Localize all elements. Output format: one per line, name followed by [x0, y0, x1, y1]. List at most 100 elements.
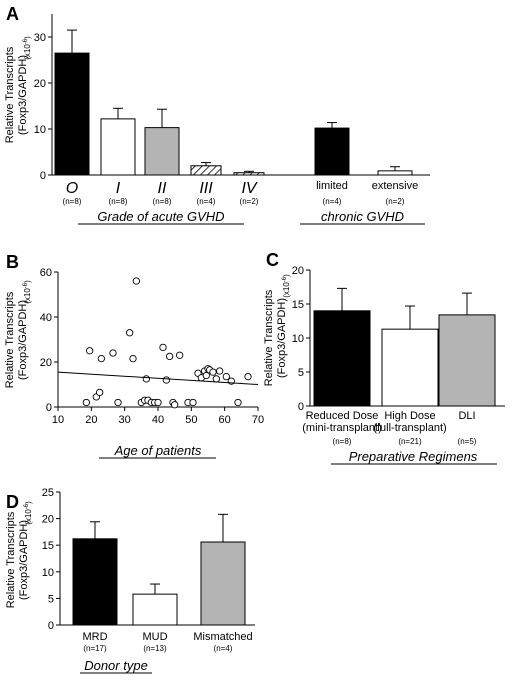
d-y-unit-label: (x10-6)	[24, 501, 33, 525]
b-y-unit-label: (x10-6)	[23, 280, 32, 304]
b-x-tick-label: 70	[252, 414, 264, 426]
b-scatter-point	[126, 329, 134, 337]
b-scatter-point	[222, 372, 230, 381]
a-category-label: I	[116, 180, 121, 197]
d-y-tick-label: 20	[42, 514, 54, 526]
d-y-axis-label: Relative Transcripts(Foxp3/GAPDH)	[5, 511, 30, 608]
b-scatter-point	[234, 398, 242, 407]
d-y-tick-label: 25	[42, 487, 54, 499]
b-scatter-point	[189, 398, 197, 407]
a-sample-size-label: (n=4)	[197, 197, 216, 206]
c-bar	[313, 310, 371, 407]
panel-c-chart: 0 5 10 15 20 Relative Transcripts(Foxp3/GAPDH…	[263, 265, 505, 465]
panel-label-b: B	[6, 252, 19, 272]
b-scatter-point	[209, 368, 217, 376]
a-category-label: III	[199, 180, 213, 197]
d-sample-size-label: (n=4)	[214, 644, 233, 653]
d-y-tick-label: 0	[48, 620, 54, 632]
panel-label-c: C	[266, 250, 279, 270]
a-y-tick-label: 10	[34, 124, 46, 136]
b-scatter-point	[96, 388, 104, 397]
b-scatter-point	[154, 398, 162, 407]
c-sample-size-label: (n=5)	[458, 437, 477, 446]
a-y-tick-label: 30	[34, 32, 46, 44]
c-y-tick-label: 0	[298, 401, 304, 413]
c-sample-size-label: (n=8)	[333, 437, 352, 446]
b-scatter-point	[212, 375, 220, 383]
a-bar	[233, 172, 265, 176]
c-y-tick-label: 15	[292, 299, 304, 311]
c-y-tick-label: 5	[298, 367, 304, 379]
b-scatter-point	[171, 401, 179, 409]
a-y-unit-label: (x10-6)	[23, 36, 32, 60]
c-x-axis-title: Preparative Regimens	[349, 449, 478, 464]
b-scatter-point	[142, 375, 150, 383]
panel-label-d: D	[6, 492, 19, 512]
b-x-axis-title: Age of patients	[114, 443, 202, 458]
c-category-label: Reduced Dose (mini-transplant)	[302, 410, 381, 434]
b-scatter-point	[86, 347, 94, 355]
d-bar	[72, 538, 118, 626]
c-y-unit-label: (x10-6)	[282, 274, 291, 298]
d-y-tick-label: 5	[48, 593, 54, 605]
d-category-label: Mismatched	[193, 631, 252, 643]
a-sample-size-label: (n=2)	[240, 197, 259, 206]
c-category-label: High Dose (full-transplant)	[373, 410, 446, 434]
a-bar	[54, 52, 90, 176]
d-bar	[200, 541, 246, 626]
b-scatter-point	[159, 343, 167, 352]
b-scatter-point	[109, 349, 117, 357]
b-x-tick-label: 30	[119, 414, 131, 426]
a-category-label: IV	[241, 180, 257, 197]
panel-a-chart: 0 10 20 30 Relative Transcripts(Foxp3/GAPDH)…	[4, 14, 430, 225]
b-scatter-point	[132, 277, 140, 285]
b-scatter-point	[202, 371, 210, 380]
b-x-tick-label: 50	[185, 414, 197, 426]
a-y-tick-label: 0	[40, 170, 46, 182]
a-group-title: Grade of acute GVHD	[97, 209, 224, 224]
a-bar	[144, 127, 180, 176]
c-bar	[438, 314, 496, 407]
a-group-title: chronic GVHD	[321, 209, 404, 224]
b-y-tick-label: 60	[40, 267, 52, 279]
a-category-label: II	[158, 180, 167, 197]
b-scatter-point	[244, 372, 252, 381]
a-sample-size-label: (n=2)	[386, 197, 405, 206]
b-x-tick-label: 40	[152, 414, 164, 426]
d-category-label: MUD	[142, 631, 167, 643]
c-sample-size-label: (n=21)	[398, 437, 422, 446]
d-x-axis-title: Donor type	[84, 658, 148, 673]
panel-d-chart: 0 5 10 15 20 25 Relative Transcripts(Foxp3/GAP…	[5, 487, 255, 674]
a-bar	[377, 170, 413, 176]
a-sample-size-label: (n=8)	[63, 197, 82, 206]
b-scatter-point	[216, 367, 224, 375]
d-bar	[132, 593, 178, 626]
a-bar	[100, 118, 136, 176]
b-scatter-point	[176, 351, 184, 359]
c-y-tick-label: 20	[292, 265, 304, 277]
a-bar	[314, 127, 350, 176]
b-scatter-point	[162, 376, 170, 384]
b-scatter-point	[82, 398, 90, 407]
a-category-label: extensive	[372, 180, 418, 192]
panel-label-a: A	[6, 4, 19, 24]
b-y-tick-label: 0	[46, 402, 52, 414]
b-scatter-point	[97, 354, 105, 363]
c-y-axis-label: Relative Transcripts(Foxp3/GAPDH)	[263, 289, 288, 386]
b-scatter-point	[114, 398, 122, 407]
panel-b-chart: 0 20 40 60 10 20 30 40 50 60 70 Relative Transcript…	[4, 267, 264, 459]
b-scatter-point	[166, 352, 174, 361]
c-category-label: DLI	[458, 410, 475, 422]
c-bar	[381, 328, 439, 407]
a-sample-size-label: (n=8)	[109, 197, 128, 206]
d-y-tick-label: 10	[42, 567, 54, 579]
b-x-tick-label: 10	[52, 414, 64, 426]
a-bar	[190, 165, 222, 176]
d-y-tick-label: 15	[42, 540, 54, 552]
c-y-tick-label: 10	[292, 333, 304, 345]
b-trend-line	[57, 371, 259, 385]
a-sample-size-label: (n=8)	[153, 197, 172, 206]
d-category-label: MRD	[82, 631, 107, 643]
b-y-tick-label: 40	[40, 312, 52, 324]
